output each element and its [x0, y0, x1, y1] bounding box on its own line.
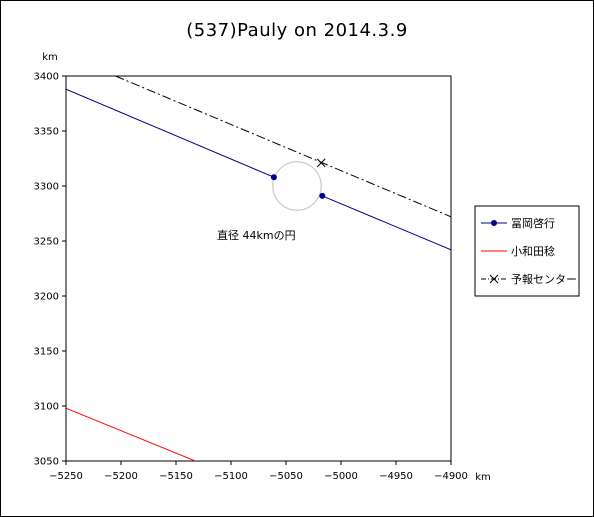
- legend-x-marker: [489, 274, 499, 284]
- legend-entry: 小和田稔: [481, 244, 555, 258]
- series-line-1: [322, 195, 451, 251]
- x-tick-label: −4900: [434, 471, 468, 482]
- legend-label: 予報センター: [511, 273, 577, 286]
- x-tick-label: −5050: [269, 471, 303, 482]
- series-line-2: [66, 407, 197, 461]
- y-tick-label: 3200: [34, 292, 59, 303]
- legend-entry: 冨岡啓行: [481, 216, 555, 230]
- dot-marker: [270, 174, 277, 181]
- y-axis-unit: km: [42, 52, 58, 63]
- y-tick-label: 3100: [34, 402, 59, 413]
- x-tick-label: −5250: [49, 471, 83, 482]
- dot-marker: [319, 192, 326, 199]
- x-tick-label: −5150: [159, 471, 193, 482]
- reference-circle: [272, 161, 322, 211]
- plot-area: [65, 75, 452, 462]
- x-axis-unit: km: [475, 472, 491, 483]
- legend-label: 冨岡啓行: [511, 216, 555, 230]
- x-tick-label: −4950: [379, 471, 413, 482]
- y-tick-label: 3350: [34, 127, 59, 138]
- y-tick-label: 3250: [34, 237, 59, 248]
- x-tick-label: −5100: [214, 471, 248, 482]
- x-marker: [316, 158, 326, 168]
- x-tick-label: −5000: [324, 471, 358, 482]
- x-tick-label: −5200: [104, 471, 138, 482]
- y-tick-label: 3400: [34, 72, 59, 83]
- legend-label: 小和田稔: [511, 244, 555, 258]
- y-tick-label: 3150: [34, 347, 59, 358]
- circle-annotation: 直径 44kmの円: [217, 228, 296, 242]
- series-line-1: [66, 88, 275, 178]
- chart-title: (537)Pauly on 2014.3.9: [186, 20, 408, 41]
- legend-entry: 予報センター: [481, 273, 577, 286]
- legend-dot-marker: [491, 220, 497, 226]
- y-tick-label: 3300: [34, 182, 59, 193]
- y-tick-label: 3050: [34, 457, 59, 468]
